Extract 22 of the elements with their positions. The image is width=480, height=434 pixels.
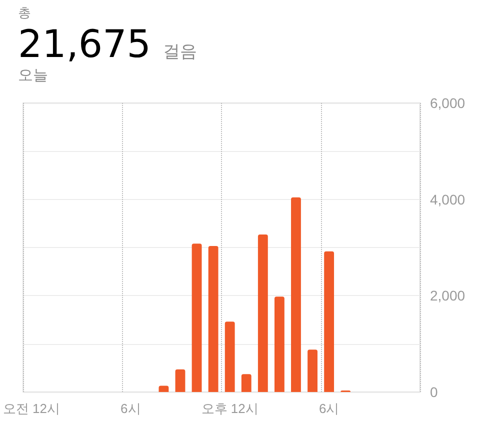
x-tick-label: 6시 [120,401,141,416]
x-tick-label: 오전 12시 [2,401,60,416]
bar [175,369,186,392]
y-tick-label: 2,000 [430,288,466,304]
y-tick-label: 4,000 [430,191,466,208]
text: 오늘 [18,66,49,85]
bar [274,296,284,392]
bar [308,350,318,392]
bar [192,244,202,392]
chart-title: 총 [18,5,32,22]
bar [208,246,218,392]
bar [324,251,334,392]
bar [158,386,169,392]
bar [224,322,235,392]
x-tick-label: 오후 12시 [201,401,258,416]
bar [241,374,252,392]
y-tick-label: 0 [430,384,438,400]
bar [258,234,268,392]
x-tick-label: 6시 [318,401,340,416]
bar [291,197,301,392]
chart-subtitle: 21,675 걸음 [18,22,198,66]
y-tick-label: 6,000 [430,95,466,111]
